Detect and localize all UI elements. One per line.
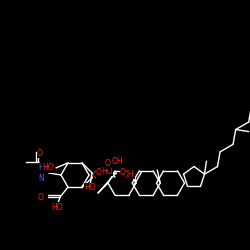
Text: O: O	[37, 192, 43, 202]
Text: O: O	[96, 168, 102, 177]
Text: O: O	[105, 160, 111, 168]
Text: HO: HO	[51, 202, 63, 211]
Text: OH: OH	[112, 156, 124, 166]
Text: HO: HO	[84, 184, 96, 192]
Text: O: O	[93, 170, 99, 179]
Text: H
N: H N	[38, 163, 44, 183]
Text: OH: OH	[123, 170, 134, 178]
Text: HO: HO	[42, 164, 54, 172]
Text: HO: HO	[101, 166, 112, 175]
Text: O: O	[120, 168, 126, 177]
Text: O: O	[37, 148, 43, 158]
